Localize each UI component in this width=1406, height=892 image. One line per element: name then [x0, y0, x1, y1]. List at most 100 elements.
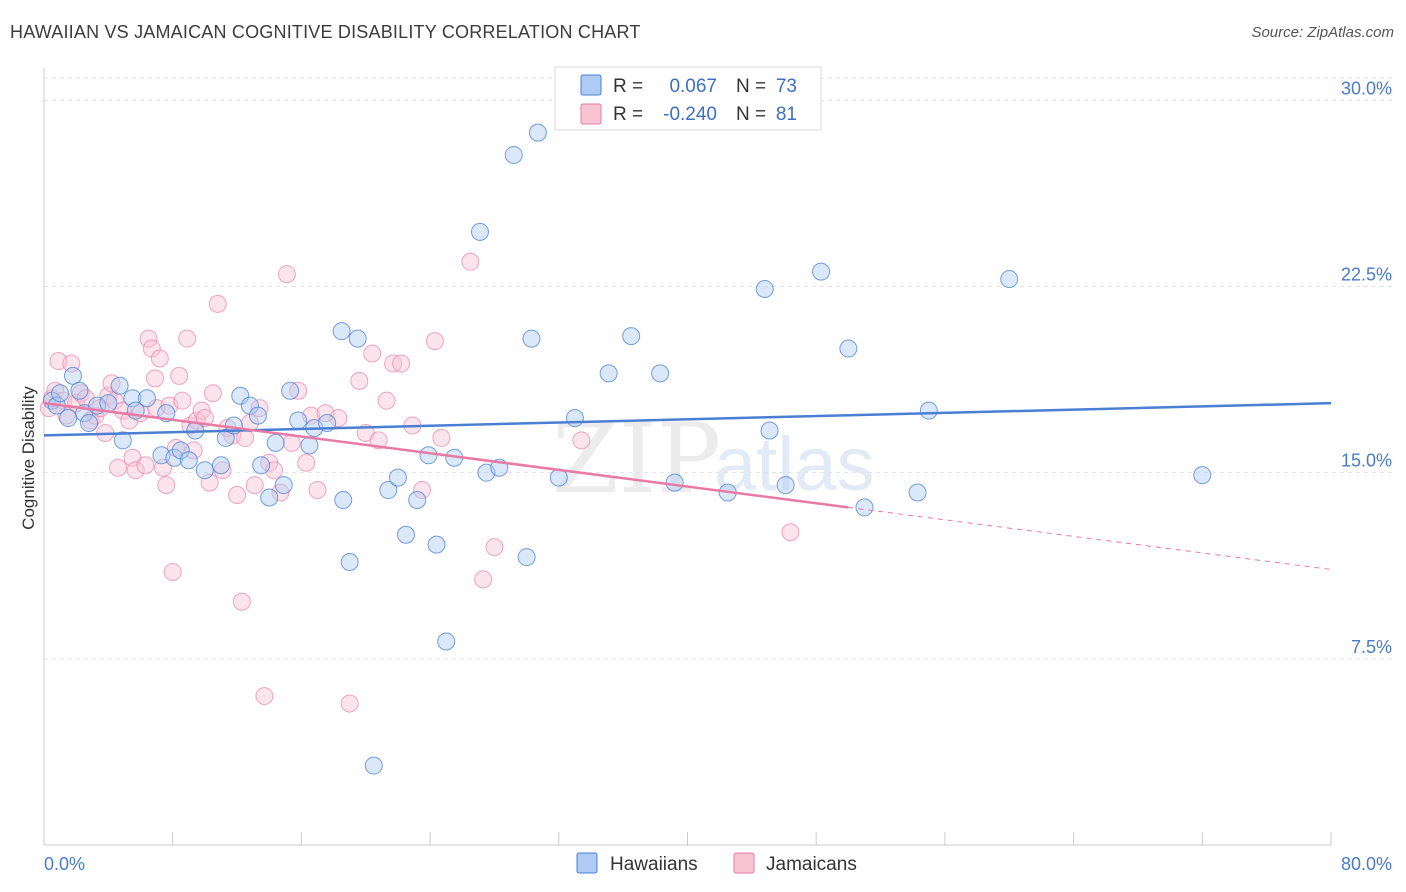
hawaiians-point [517, 548, 536, 567]
hawaiians-point [248, 406, 267, 425]
hawaiians-point [179, 451, 198, 470]
legend-n-label-hawaiians: N = [736, 76, 766, 97]
jamaicans-point [203, 384, 222, 403]
gridlines [44, 77, 1392, 660]
hawaiians-point [419, 446, 438, 465]
hawaiians-point [281, 381, 300, 400]
hawaiians-point [266, 433, 285, 452]
hawaiians-points [43, 123, 1212, 775]
hawaiians-point [334, 490, 353, 509]
hawaiians-point [776, 476, 795, 495]
jamaicans-point [369, 431, 388, 450]
hawaiians-point [408, 490, 427, 509]
bottom-legend: Hawaiians Jamaicans [576, 852, 857, 875]
hawaiians-point [622, 327, 641, 346]
bottom-legend-swatch-hawaiians [576, 852, 598, 874]
hawaiians-point [812, 262, 831, 281]
jamaicans-trend-line [43, 401, 849, 509]
y-tick-label: 15.0% [1341, 451, 1392, 471]
chart-source: Source: ZipAtlas.com [1251, 24, 1394, 41]
hawaiians-point [470, 222, 489, 241]
hawaiians-point [908, 483, 927, 502]
hawaiians-point [231, 386, 250, 405]
jamaicans-point [150, 349, 169, 368]
hawaiians-point [113, 431, 132, 450]
jamaicans-point [308, 481, 327, 500]
legend-r-label-jamaicans: R = [613, 104, 643, 125]
hawaiians-point [437, 632, 456, 651]
legend-r-label-hawaiians: R = [613, 76, 643, 97]
jamaicans-point [781, 523, 800, 542]
hawaiians-point [110, 376, 129, 395]
hawaiians-point [63, 366, 82, 385]
jamaicans-point [76, 389, 95, 408]
jamaicans-point [184, 441, 203, 460]
hawaiians-point [340, 553, 359, 572]
chart-title: HAWAIIAN VS JAMAICAN COGNITIVE DISABILIT… [10, 22, 641, 42]
hawaiians-point [70, 381, 89, 400]
hawaiians-point [665, 473, 684, 492]
hawaiians-point [332, 322, 351, 341]
hawaiians-point [80, 414, 99, 433]
hawaiians-point [760, 421, 779, 440]
jamaicans-point [461, 252, 480, 271]
jamaicans-point [413, 481, 432, 500]
jamaicans-point [208, 294, 227, 313]
bottom-legend-jamaicans: Jamaicans [766, 854, 857, 875]
hawaiians-point [364, 756, 383, 775]
trend-lines [43, 401, 1332, 570]
bottom-legend-hawaiians: Hawaiians [610, 854, 698, 875]
hawaiians-point [755, 279, 774, 298]
jamaicans-point [157, 476, 176, 495]
y-tick-labels: 7.5% 15.0% 22.5% 30.0% [1341, 78, 1392, 656]
jamaicans-point [297, 453, 316, 472]
hawaiians-point [51, 384, 70, 403]
hawaiians-point [348, 329, 367, 348]
jamaicans-point [245, 476, 264, 495]
jamaicans-point [109, 458, 128, 477]
hawaiians-point [165, 448, 184, 467]
jamaicans-point [178, 329, 197, 348]
hawaiians-point [599, 364, 618, 383]
bottom-legend-swatch-jamaicans [733, 852, 755, 874]
jamaicans-point [163, 562, 182, 581]
jamaicans-point [146, 369, 165, 388]
jamaicans-point [173, 391, 192, 410]
jamaicans-point [350, 371, 369, 390]
hawaiians-point [388, 468, 407, 487]
legend: R = 0.067 N = 73 R = -0.240 N = 81 [554, 66, 822, 131]
jamaicans-point [136, 456, 155, 475]
hawaiians-point [99, 394, 118, 413]
jamaicans-point [232, 592, 251, 611]
hawaiians-point [195, 461, 214, 480]
hawaiians-point [289, 411, 308, 430]
jamaicans-point [377, 391, 396, 410]
hawaiians-point [274, 476, 293, 495]
legend-n-value-hawaiians: 73 [776, 76, 797, 97]
hawaiians-point [427, 535, 446, 554]
jamaicans-point [392, 354, 411, 373]
x-tick-label-min: 0.0% [44, 854, 85, 874]
jamaicans-point [126, 461, 145, 480]
jamaicans-point [139, 329, 158, 348]
legend-r-value-jamaicans: -0.240 [663, 104, 717, 125]
jamaicans-point [363, 344, 382, 363]
hawaiians-point [252, 456, 271, 475]
jamaicans-trend-extension [848, 506, 1332, 570]
hawaiians-point [522, 329, 541, 348]
jamaicans-point [228, 486, 247, 505]
y-tick-label: 7.5% [1351, 637, 1392, 657]
hawaiians-point [1193, 466, 1212, 485]
legend-n-label-jamaicans: N = [736, 104, 766, 125]
hawaiians-point [59, 409, 78, 428]
hawaiians-point [528, 123, 547, 142]
hawaiians-point [260, 488, 279, 507]
jamaicans-point [120, 411, 139, 430]
y-tick-label: 30.0% [1341, 78, 1392, 98]
hawaiians-point [137, 389, 156, 408]
hawaiians-point [211, 456, 230, 475]
legend-r-value-hawaiians: 0.067 [669, 76, 717, 97]
jamaicans-point [329, 409, 348, 428]
hawaiians-point [396, 525, 415, 544]
